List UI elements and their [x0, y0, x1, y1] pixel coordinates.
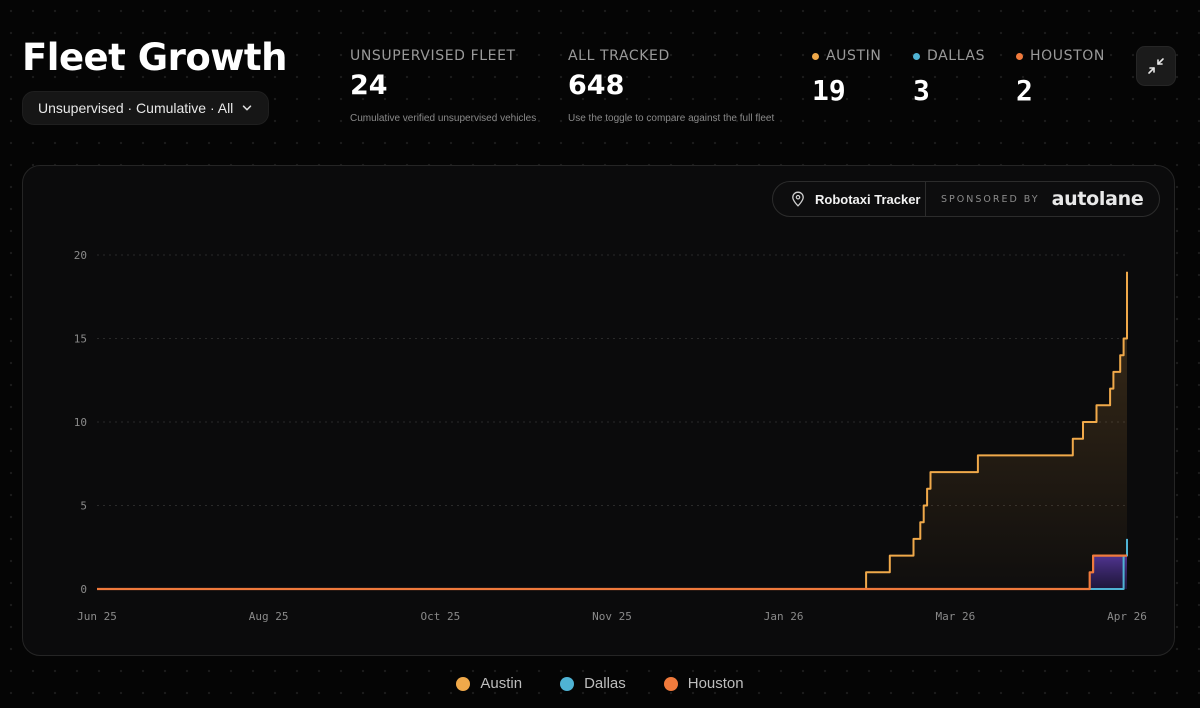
chart-panel: Robotaxi Tracker SPONSORED BY autolane 0…	[22, 165, 1175, 656]
map-pin-icon	[792, 191, 804, 207]
houston-dot-icon	[1016, 52, 1023, 60]
stat-value: 24	[350, 70, 388, 101]
city-value: 2	[1016, 74, 1033, 107]
tracker-label: Robotaxi Tracker	[815, 191, 921, 207]
legend-item-austin[interactable]: Austin	[456, 675, 522, 692]
y-tick-label: 20	[74, 249, 87, 262]
y-tick-label: 10	[74, 416, 87, 429]
city-stat-houston: HOUSTON 2	[1016, 48, 1105, 107]
houston-dot-icon	[663, 676, 678, 691]
stat-label: UNSUPERVISED FLEET	[350, 48, 516, 64]
stat-caption: Cumulative verified unsupervised vehicle…	[350, 113, 537, 124]
austin-line	[97, 271, 1128, 590]
legend-item-dallas[interactable]: Dallas	[560, 675, 626, 692]
fleet-growth-chart: 0 5 10 15 20 Jun 25 Aug 25 Oct 25 Nov 25 Jan 26 Ma…	[74, 249, 1147, 623]
city-label: DALLAS	[913, 48, 985, 64]
x-tick-label: Jan 26	[764, 610, 804, 623]
x-tick-label: Apr 26	[1107, 610, 1147, 623]
austin-dot-icon	[456, 676, 471, 691]
city-label: AUSTIN	[812, 48, 881, 64]
dallas-dot-icon	[560, 676, 575, 691]
city-value: 19	[812, 74, 846, 107]
austin-area	[97, 271, 1127, 589]
stat-all-tracked: ALL TRACKED 648 Use the toggle to compar…	[568, 48, 774, 124]
y-tick-label: 15	[74, 333, 87, 346]
minimize-icon	[1148, 58, 1164, 74]
autolane-logo: autolane	[1051, 188, 1144, 210]
stat-label: ALL TRACKED	[568, 48, 670, 64]
city-stat-austin: AUSTIN 19	[812, 48, 881, 107]
legend-label: Houston	[687, 675, 744, 692]
houston-line	[97, 554, 1127, 591]
legend-label: Austin	[480, 675, 523, 692]
dallas-dot-icon	[913, 52, 920, 60]
legend-item-houston[interactable]: Houston	[663, 675, 744, 692]
city-name: AUSTIN	[826, 48, 882, 64]
city-stat-dallas: DALLAS 3	[913, 48, 985, 107]
chevron-down-icon	[243, 105, 252, 111]
y-tick-label: 0	[80, 583, 87, 596]
stat-unsupervised-fleet: UNSUPERVISED FLEET 24 Cumulative verifie…	[350, 48, 536, 124]
sponsor-area: SPONSORED BY autolane	[926, 188, 1144, 210]
city-label: HOUSTON	[1016, 48, 1105, 64]
page-title: Fleet Growth	[22, 36, 287, 79]
city-name: HOUSTON	[1030, 48, 1105, 64]
stat-value: 648	[568, 70, 625, 101]
x-tick-label: Mar 26	[935, 610, 975, 623]
chart-legend: Austin Dallas Houston	[0, 675, 1200, 692]
collapse-button[interactable]	[1136, 46, 1176, 86]
x-tick-label: Oct 25	[420, 610, 460, 623]
x-tick-label: Aug 25	[249, 610, 289, 623]
view-filter-label: Unsupervised · Cumulative · All	[38, 100, 234, 116]
stat-caption: Use the toggle to compare against the fu…	[568, 113, 775, 124]
y-tick-label: 5	[80, 500, 87, 513]
x-tick-label: Jun 25	[77, 610, 117, 623]
tracker-badge: Robotaxi Tracker SPONSORED BY autolane	[772, 181, 1160, 217]
austin-dot-icon	[812, 52, 819, 60]
robotaxi-tracker-link[interactable]: Robotaxi Tracker	[773, 182, 926, 216]
city-name: DALLAS	[927, 48, 986, 64]
view-filter-dropdown[interactable]: Unsupervised · Cumulative · All	[22, 91, 270, 125]
x-tick-label: Nov 25	[592, 610, 632, 623]
legend-label: Dallas	[584, 675, 626, 692]
sponsored-by-label: SPONSORED BY	[941, 193, 1040, 205]
city-value: 3	[913, 74, 930, 107]
